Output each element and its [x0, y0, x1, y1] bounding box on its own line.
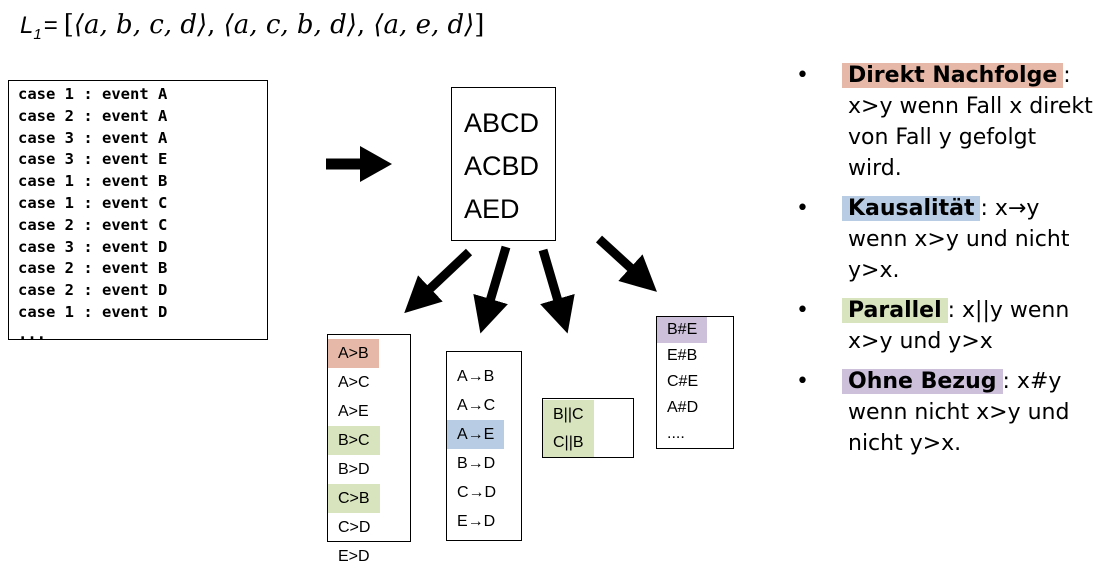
relation-item: C>D — [338, 519, 371, 536]
event-log-row: case 2 : event C — [18, 215, 168, 234]
legend-description: : x>y wenn Fall x direkt von Fall y gefo… — [848, 63, 1093, 181]
event-log-row: case 1 : event D — [18, 302, 168, 321]
event-log-row: case 2 : event B — [18, 259, 168, 278]
arrow-to-succession — [404, 248, 473, 314]
bracket-close: ] — [474, 10, 485, 40]
legend-item-causality: • Kausalität: x→y wenn x>y und nicht y>x. — [796, 193, 1096, 286]
legend-term: Parallel — [842, 298, 948, 323]
legend: • Direkt Nachfolge: x>y wenn Fall x direk… — [796, 60, 1096, 468]
succession-box: A>B A>C A>E B>C B>D C>B C>D E>D — [327, 334, 411, 565]
equals-sign: = — [43, 12, 58, 39]
event-log-row: case 2 : event D — [18, 281, 168, 300]
legend-description: : x→y wenn x>y und nicht y>x. — [848, 196, 1070, 283]
legend-term: Kausalität — [842, 196, 981, 221]
relation-item: A>C — [338, 374, 370, 391]
relation-item: A→E — [447, 420, 521, 449]
legend-item-parallel: • Parallel: x||y wenn x>y und y>x — [796, 295, 1096, 357]
formula-trace-3: ⟨a, e, d⟩ — [373, 10, 475, 40]
event-log-row: case 1 : event C — [18, 193, 168, 212]
relation-item: E#B — [667, 347, 698, 364]
relation-item: A→B — [457, 368, 495, 385]
arrows-layer — [326, 146, 657, 334]
relation-item: B#E — [657, 317, 733, 343]
relation-item: .... — [667, 425, 685, 442]
trace-acbd: ACBD — [464, 151, 540, 181]
relation-item: C#E — [667, 373, 699, 390]
bullet-icon: • — [796, 63, 809, 88]
trace-abcd: ABCD — [464, 108, 540, 138]
formula-trace-1: ⟨a, b, c, d⟩ — [73, 10, 208, 40]
relation-item: E→D — [457, 513, 496, 530]
legend-term: Direkt Nachfolge — [842, 63, 1064, 88]
arrow-to-parallel — [538, 248, 575, 334]
relation-item: B>D — [338, 461, 370, 478]
trace-box: ABCD ACBD AED — [451, 87, 556, 241]
relation-item: B>C — [328, 426, 410, 455]
relation-item: A>E — [338, 403, 369, 420]
relation-item: C>B — [328, 484, 410, 513]
legend-term: Ohne Bezug — [842, 369, 1003, 394]
log-to-traces-arrow — [326, 146, 392, 182]
event-log-row: case 3 : event E — [18, 150, 168, 169]
relation-item: B→D — [457, 455, 496, 472]
arrow-to-causality — [473, 245, 511, 334]
bullet-icon: • — [796, 369, 809, 394]
no-relation-box: B#E E#B C#E A#D .... — [656, 316, 734, 449]
event-log: case 1 : event A case 2 : event A case 3… — [8, 80, 268, 343]
relation-item: A>B — [328, 339, 410, 368]
parallel-box: B||C C||B — [542, 398, 634, 458]
bracket-open: [ — [63, 10, 74, 40]
event-log-row: case 2 : event A — [18, 106, 168, 125]
event-log-row: case 3 : event D — [18, 237, 168, 256]
legend-item-direct-succession: • Direkt Nachfolge: x>y wenn Fall x direk… — [796, 60, 1096, 184]
relation-item: C→D — [457, 484, 497, 501]
log-symbol: L1 — [20, 12, 42, 43]
event-log-row: case 1 : event B — [18, 172, 168, 191]
event-log-row: case 3 : event A — [18, 128, 168, 147]
legend-item-no-relation: • Ohne Bezug: x#y wenn nicht x>y und nich… — [796, 366, 1096, 459]
event-log-ellipsis: ... — [18, 324, 46, 343]
causality-box: A→B A→C A→E B→D C→D E→D — [446, 351, 522, 541]
formula-trace-2: ⟨a, c, b, d⟩ — [223, 10, 357, 40]
relation-item: C||B — [543, 428, 633, 457]
relation-item: A#D — [667, 399, 699, 416]
relation-item: A→C — [457, 397, 496, 414]
event-log-row: case 1 : event A — [18, 85, 168, 103]
relation-item: B||C — [543, 400, 633, 429]
trace-aed: AED — [464, 194, 520, 224]
legend-description: : x#y wenn nicht x>y und nicht y>x. — [848, 369, 1070, 456]
legend-description: : x||y wenn x>y und y>x — [848, 298, 1070, 354]
bullet-icon: • — [796, 196, 809, 221]
relation-item: E>D — [338, 548, 370, 565]
arrow-to-none — [595, 235, 657, 292]
log-formula: L1= [⟨a, b, c, d⟩, ⟨a, c, b, d⟩, ⟨a, e, d… — [20, 10, 485, 43]
bullet-icon: • — [796, 298, 809, 323]
